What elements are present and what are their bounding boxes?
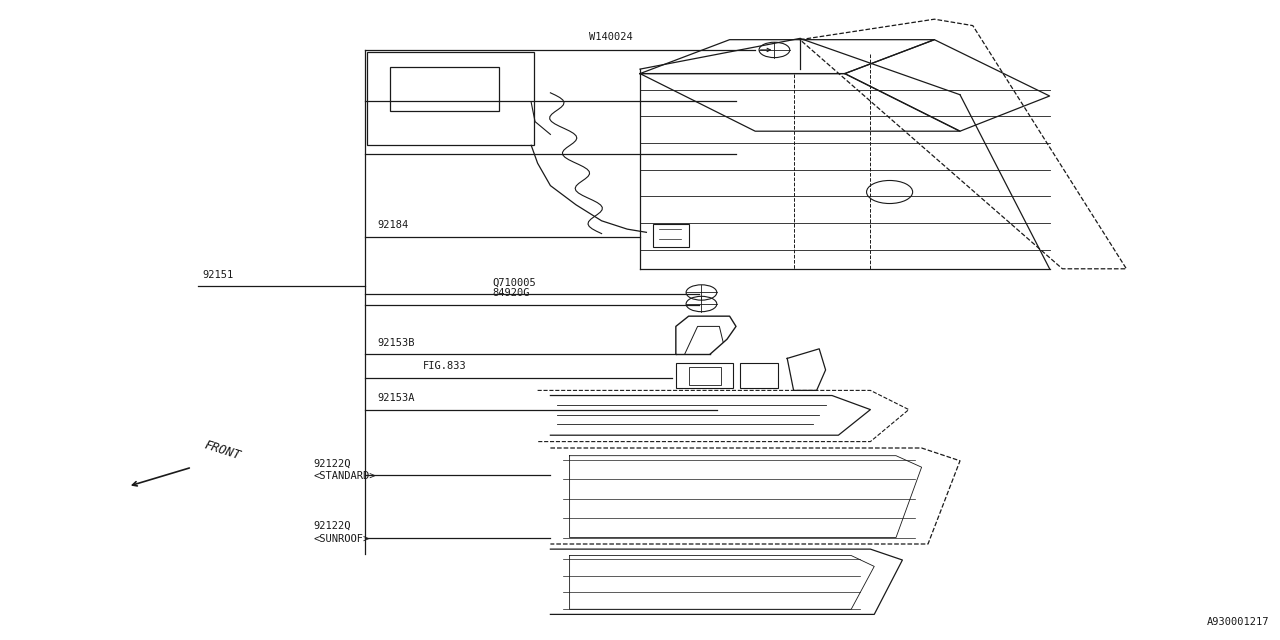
Bar <box>653 224 689 247</box>
Text: 92153B: 92153B <box>378 337 415 348</box>
Text: <SUNROOF>: <SUNROOF> <box>314 534 370 544</box>
Bar <box>367 52 534 145</box>
Text: Q710005: Q710005 <box>493 278 536 288</box>
Text: 92122Q: 92122Q <box>314 521 351 531</box>
Text: FRONT: FRONT <box>202 438 242 462</box>
Text: FIG.833: FIG.833 <box>422 361 466 371</box>
Bar <box>676 363 733 388</box>
Text: 92184: 92184 <box>378 220 408 230</box>
Bar <box>740 363 778 388</box>
Text: 92122Q: 92122Q <box>314 458 351 468</box>
Text: W140024: W140024 <box>589 32 632 42</box>
Bar <box>390 67 499 111</box>
Text: A930001217: A930001217 <box>1207 617 1270 627</box>
Text: <STANDARD>: <STANDARD> <box>314 471 376 481</box>
Text: 92153A: 92153A <box>378 393 415 403</box>
Text: 92151: 92151 <box>202 269 233 280</box>
Text: 84920G: 84920G <box>493 288 530 298</box>
Bar <box>689 367 721 385</box>
